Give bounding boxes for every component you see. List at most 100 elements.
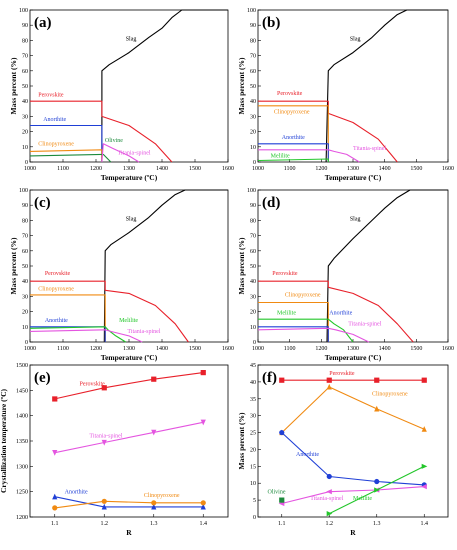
series-label-perovskite: Perovskite xyxy=(277,91,303,97)
chart-panel-f: 1.1 1.2 1.3 1.4 0 5 10 15 20 25 30 35 40 45 R Mass perc… xyxy=(237,363,449,537)
y-tick-label: 80 xyxy=(250,218,256,224)
series-line-slag xyxy=(325,9,448,163)
x-tick-label: 1100 xyxy=(284,346,296,352)
x-axis-title: Temperature (ºC) xyxy=(101,353,158,362)
data-point-olivine xyxy=(279,497,285,503)
data-point-clinopyroxene xyxy=(52,505,58,511)
series-line-melilite xyxy=(258,318,354,343)
series-label-clinopyroxene: Clinopyroxene xyxy=(38,286,74,292)
series-line-slag xyxy=(103,189,228,343)
y-tick-label: 70 xyxy=(250,54,256,60)
y-tick-label: 90 xyxy=(22,23,28,29)
y-tick-label: 80 xyxy=(22,218,28,224)
x-tick-label: 1300 xyxy=(347,166,359,172)
x-tick-label: 1100 xyxy=(284,166,296,172)
x-tick-label: 1500 xyxy=(410,166,422,172)
y-tick-label: 45 xyxy=(250,363,256,369)
data-point-anorthite xyxy=(200,503,206,510)
series-label-clinopyroxene: Clinopyroxene xyxy=(38,141,74,147)
data-point-anorthite xyxy=(374,478,380,485)
series-line-clinopyroxene xyxy=(258,301,329,342)
series-line-perovskite xyxy=(54,372,204,400)
x-tick-label: 1200 xyxy=(315,346,327,352)
y-tick-label: 90 xyxy=(22,203,28,209)
y-axis-title: Mass percent (%) xyxy=(237,57,246,114)
y-tick-label: 35 xyxy=(250,397,256,403)
y-tick-label: 25 xyxy=(250,431,256,437)
data-point-clinopyroxene xyxy=(421,426,427,432)
data-point-clinopyroxene xyxy=(101,498,107,504)
data-point-anorthite xyxy=(326,473,332,480)
panel-label: (e) xyxy=(34,370,51,386)
y-tick-label: 1450 xyxy=(16,388,28,394)
y-tick-label: 1350 xyxy=(16,439,28,445)
y-tick-label: 80 xyxy=(22,38,28,44)
y-axis-title: Crystallization temperature (ºC) xyxy=(0,389,8,493)
x-tick-label: 1600 xyxy=(442,346,454,352)
data-point-titania-spinel xyxy=(200,419,206,426)
x-tick-label: 1100 xyxy=(57,346,69,352)
series-line-anorthite xyxy=(54,496,204,508)
y-tick-label: 30 xyxy=(250,114,256,120)
series-label-titania-spinel: Titania-spinel xyxy=(310,496,343,502)
data-point-anorthite xyxy=(101,503,107,510)
y-tick-label: 50 xyxy=(22,264,28,270)
series-line-anorthite xyxy=(258,326,329,342)
y-tick-label: 30 xyxy=(250,414,256,420)
x-tick-label: 1400 xyxy=(379,166,391,172)
y-tick-label: 70 xyxy=(250,234,256,240)
y-tick-label: 70 xyxy=(22,234,28,240)
series-label-melilite: Melilite xyxy=(271,153,290,159)
y-tick-label: 40 xyxy=(22,279,28,285)
y-tick-label: 70 xyxy=(22,54,28,60)
panel-label: (a) xyxy=(34,15,52,31)
y-tick-label: 0 xyxy=(25,340,28,346)
series-label-slag: Slag xyxy=(126,216,137,222)
series-line-perovskite xyxy=(30,280,189,343)
series-line-titania-spinel xyxy=(54,421,204,454)
series-label-clinopyroxene: Clinopyroxene xyxy=(372,391,408,397)
y-tick-label: 100 xyxy=(247,8,256,14)
x-tick-label: 1.4 xyxy=(421,521,429,527)
y-tick-label: 60 xyxy=(22,249,28,255)
data-point-perovskite xyxy=(52,396,58,402)
x-tick-label: 1400 xyxy=(156,346,168,352)
data-point-clinopyroxene xyxy=(200,500,206,506)
series-line-clinopyroxene xyxy=(281,386,425,433)
panel-label: (f) xyxy=(262,370,277,386)
series-label-anorthite: Anorthite xyxy=(329,311,352,317)
y-tick-label: 100 xyxy=(19,8,28,14)
series-label-slag: Slag xyxy=(350,36,361,42)
series-label-slag: Slag xyxy=(126,36,137,42)
data-point-titania-spinel xyxy=(421,484,427,490)
series-label-perovskite: Perovskite xyxy=(45,271,71,277)
series-label-olivine: Olivine xyxy=(268,489,286,495)
series-label-perovskite: Perovskite xyxy=(272,271,298,277)
y-tick-label: 100 xyxy=(247,188,256,194)
series-label-perovskite: Perovskite xyxy=(38,93,64,99)
data-point-perovskite xyxy=(326,377,332,383)
y-tick-label: 40 xyxy=(250,380,256,386)
series-label-anorthite: Anorthite xyxy=(296,452,319,458)
x-tick-label: 1000 xyxy=(252,346,264,352)
y-tick-label: 30 xyxy=(22,294,28,300)
data-point-anorthite xyxy=(52,493,58,500)
x-tick-label: 1300 xyxy=(347,346,359,352)
y-tick-label: 60 xyxy=(22,69,28,75)
series-line-anorthite xyxy=(281,432,425,486)
y-tick-label: 40 xyxy=(250,279,256,285)
data-point-titania-spinel xyxy=(326,489,332,495)
y-tick-label: 60 xyxy=(250,69,256,75)
series-label-olivine: Olivine xyxy=(105,138,123,144)
x-tick-label: 1.4 xyxy=(200,521,208,527)
x-tick-label: 1500 xyxy=(410,346,422,352)
series-label-perovskite: Perovskite xyxy=(80,381,106,387)
data-point-perovskite xyxy=(374,377,380,383)
y-tick-label: 50 xyxy=(22,84,28,90)
y-tick-label: 0 xyxy=(25,160,28,166)
x-tick-label: 1200 xyxy=(90,346,102,352)
y-tick-label: 20 xyxy=(250,447,256,453)
chart-panel-a: 1000 1100 1200 1300 1400 1500 1600 0 10 20 30 40 50 6… xyxy=(9,8,234,182)
series-label-titania-spinel: Titania-spinel xyxy=(127,329,160,335)
